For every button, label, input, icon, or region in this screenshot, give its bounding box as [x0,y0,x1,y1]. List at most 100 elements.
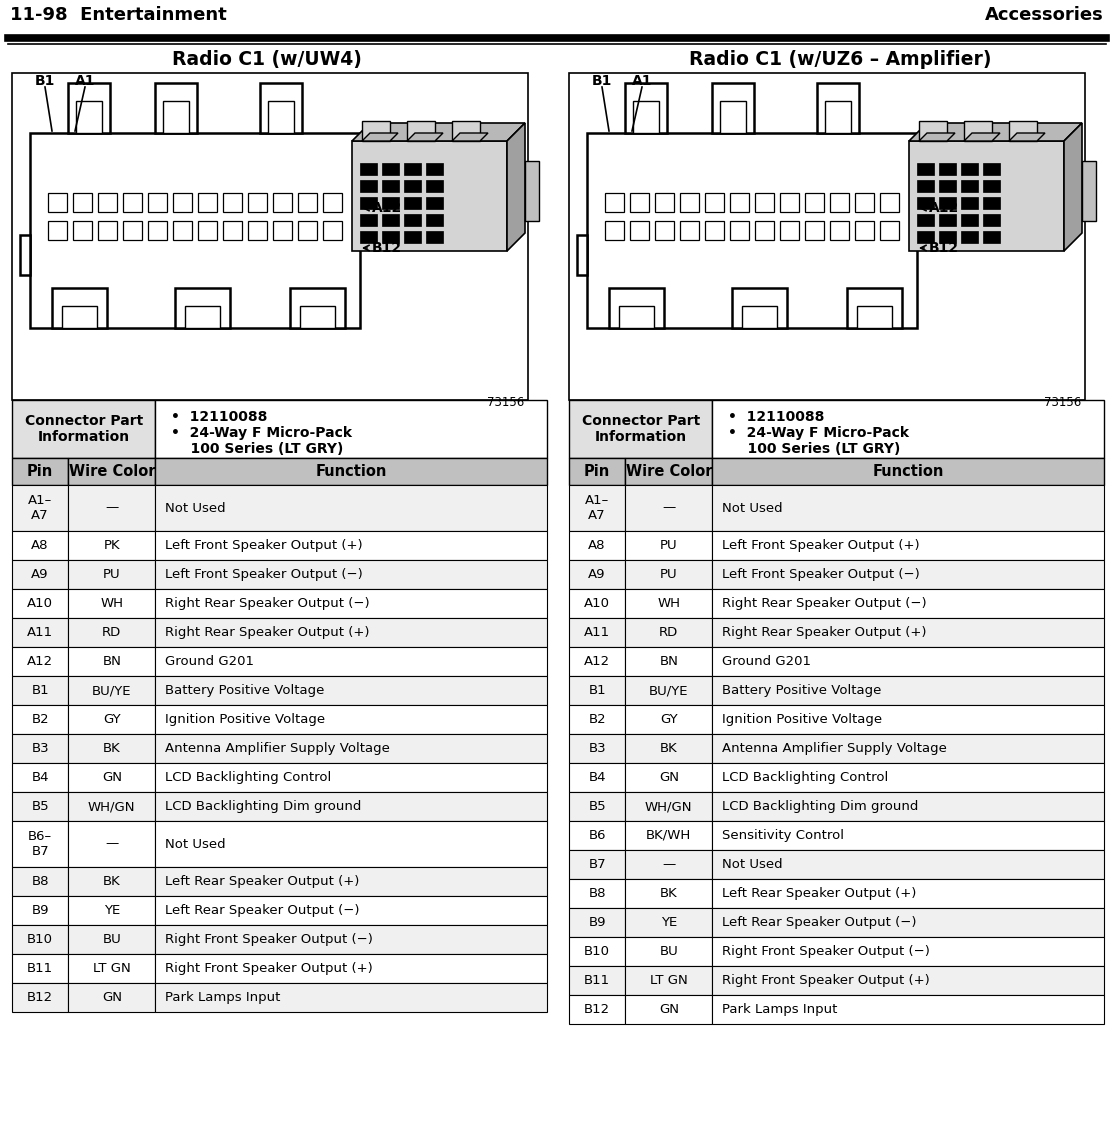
Bar [30,133,360,328]
Bar [712,821,1104,850]
Bar [625,995,712,1024]
Bar [625,676,712,705]
Bar [755,221,774,241]
Bar [404,180,421,192]
Bar [155,531,547,560]
Text: PU: PU [659,568,677,581]
Text: A12: A12 [584,656,610,668]
Bar [68,734,155,763]
Bar [720,101,746,133]
Text: B8: B8 [31,876,49,888]
Bar [917,214,934,226]
Text: —: — [105,838,118,850]
Text: Battery Positive Voltage: Battery Positive Voltage [165,684,325,697]
Bar [712,589,1104,618]
Text: Right Front Speaker Output (+): Right Front Speaker Output (+) [165,962,373,975]
Bar [12,821,68,868]
Text: Left Front Speaker Output (+): Left Front Speaker Output (+) [722,539,920,552]
Bar [12,618,68,648]
Bar [68,648,155,676]
Bar [223,221,242,241]
Bar [155,484,547,531]
Bar [625,618,712,648]
Bar [712,763,1104,792]
Text: B2: B2 [31,712,49,726]
Bar [625,560,712,589]
Bar [631,221,649,241]
Bar [577,235,587,275]
Text: GN: GN [658,1003,678,1016]
Bar [300,306,335,328]
Bar [48,193,67,212]
Text: GY: GY [659,712,677,726]
Bar [155,792,547,821]
Text: LT GN: LT GN [649,974,687,987]
Bar [705,221,724,241]
Bar [917,180,934,192]
Text: Function: Function [872,464,944,479]
Bar [712,792,1104,821]
Bar [68,763,155,792]
Bar [805,193,824,212]
Text: GN: GN [101,771,121,784]
Text: A8: A8 [31,539,49,552]
Bar [155,705,547,734]
Bar [569,484,625,531]
Bar [625,937,712,966]
Bar [155,676,547,705]
Bar [880,221,899,241]
Text: GY: GY [102,712,120,726]
Bar [705,193,724,212]
Text: Not Used: Not Used [722,858,783,871]
Text: Left Rear Speaker Output (+): Left Rear Speaker Output (+) [722,887,917,899]
Bar [12,705,68,734]
Text: BK: BK [102,876,120,888]
Text: A12: A12 [372,201,402,215]
Bar [12,763,68,792]
Text: B4: B4 [31,771,49,784]
Bar [964,121,991,141]
Text: Connector Part
Information: Connector Part Information [25,414,143,445]
Bar [712,705,1104,734]
Bar [452,121,480,141]
Bar [155,83,197,133]
Bar [68,676,155,705]
Text: BU/YE: BU/YE [92,684,131,697]
Bar [273,221,292,241]
Bar [382,163,399,176]
Text: WH/GN: WH/GN [88,800,136,813]
Text: A1: A1 [632,74,653,88]
Bar [12,868,68,896]
Text: A10: A10 [584,597,610,610]
Bar [260,83,302,133]
Bar [323,221,342,241]
Text: BU: BU [659,945,678,958]
Bar [605,221,624,241]
Bar [185,306,219,328]
Bar [939,214,956,226]
Bar [712,907,1104,937]
Bar [712,879,1104,907]
Bar [426,231,443,243]
Bar [12,648,68,676]
Bar [155,618,547,648]
Text: Accessories: Accessories [985,6,1104,24]
Bar [569,821,625,850]
Text: B2: B2 [588,712,606,726]
Bar [961,197,978,209]
Bar [569,850,625,879]
Bar [712,734,1104,763]
Text: B1: B1 [31,684,49,697]
Text: Not Used: Not Used [165,502,226,514]
Text: A8: A8 [588,539,606,552]
Text: Pin: Pin [27,464,53,479]
Text: B3: B3 [31,742,49,755]
Text: Park Lamps Input: Park Lamps Input [165,991,281,1004]
Polygon shape [1064,123,1082,251]
Bar [155,821,547,868]
Text: B6: B6 [588,829,606,842]
Bar [68,821,155,868]
Bar [74,193,92,212]
Bar [569,966,625,995]
Bar [939,231,956,243]
